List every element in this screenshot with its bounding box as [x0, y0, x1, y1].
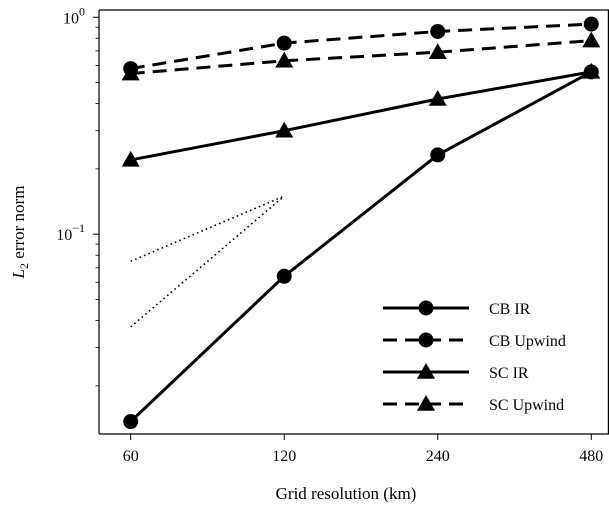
series-point-4-1 — [121, 64, 140, 81]
series-line-4 — [130, 39, 592, 76]
legend-label-1: CB IR — [489, 301, 531, 318]
reference-slope-line-2 — [130, 195, 285, 263]
legend-label-3: SC IR — [489, 365, 529, 382]
series-point-4-3 — [428, 43, 447, 59]
series-line-3 — [130, 70, 592, 162]
x-tick-label-1: 60 — [123, 448, 139, 465]
series-point-1-3 — [430, 147, 446, 163]
series-point-4-4 — [582, 31, 601, 48]
series-point-1-2 — [276, 268, 292, 284]
series-point-3-3 — [428, 89, 447, 106]
legend-marker-4 — [417, 395, 435, 411]
reference-slope-line-1 — [130, 195, 285, 328]
y-axis-label: L2 error norm — [9, 186, 31, 280]
legend-label-2: CB Upwind — [489, 333, 566, 350]
x-tick-label-4: 480 — [579, 448, 603, 465]
x-tick-label-3: 240 — [426, 448, 450, 465]
legend: CB IR CB Upwind SC IR SC Upwind — [383, 300, 566, 414]
y-axis-label-text: error norm — [9, 186, 28, 263]
series-point-2-3 — [430, 23, 446, 39]
series-point-2-2 — [276, 35, 292, 51]
y-tick-label-2: 100 — [63, 4, 85, 27]
series-point-3-1 — [121, 150, 140, 167]
series-point-1-1 — [123, 414, 139, 430]
legend-marker-2 — [418, 332, 434, 348]
legend-marker-1 — [418, 300, 434, 316]
legend-marker-3 — [417, 363, 435, 379]
x-axis-label: Grid resolution (km) — [276, 484, 417, 503]
y-axis-label-symbol: L — [9, 269, 28, 279]
series-line-2 — [130, 22, 592, 71]
axes: 60 120 240 480 10−1 100 — [56, 4, 609, 465]
series-point-4-2 — [275, 51, 294, 68]
y-tick-label-1: 10−1 — [56, 221, 85, 244]
series-line-1 — [129, 70, 592, 423]
y-axis-label-subscript: 2 — [17, 263, 31, 269]
series-point-3-2 — [275, 121, 294, 138]
x-tick-label-2: 120 — [272, 448, 296, 465]
plot-area — [121, 16, 601, 430]
legend-label-4: SC Upwind — [489, 397, 564, 414]
series-point-3-4 — [582, 62, 601, 79]
series-point-2-4 — [583, 16, 599, 32]
